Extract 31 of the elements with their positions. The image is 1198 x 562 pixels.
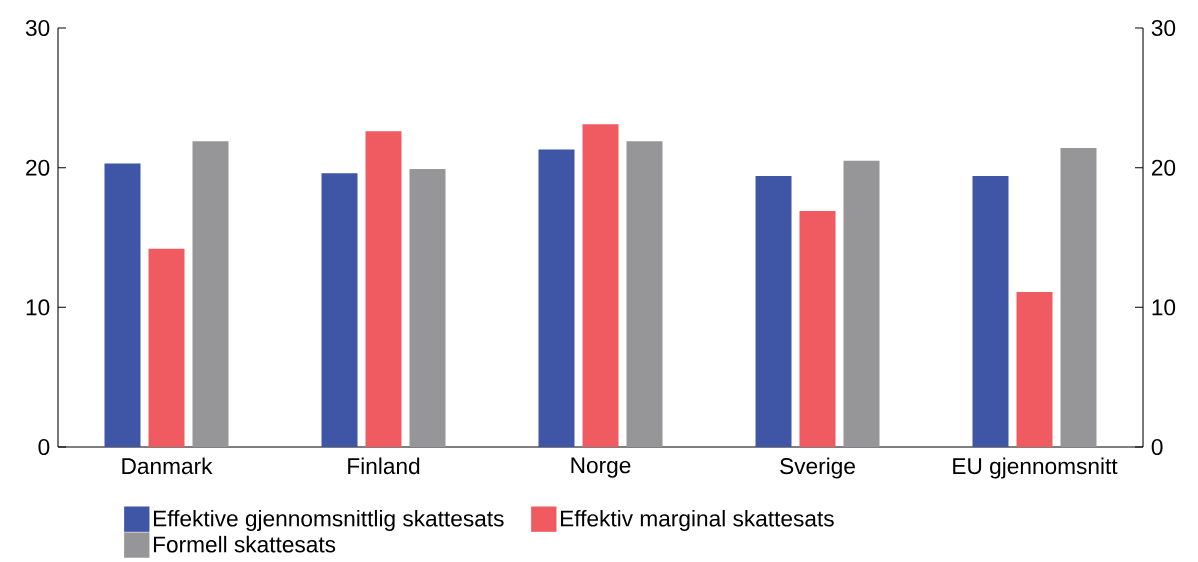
bar	[843, 160, 880, 447]
legend-label: Formell skattesats	[153, 535, 336, 553]
bar	[1016, 291, 1053, 447]
x-tick-label: Norge	[571, 457, 631, 478]
bar	[321, 173, 358, 447]
bar	[409, 169, 446, 447]
x-tick-label: Danmark	[122, 457, 213, 475]
bar	[799, 210, 836, 447]
y-tick-label: 0	[38, 438, 50, 456]
y-tick-label: 20	[26, 159, 50, 176]
bar	[104, 163, 141, 447]
bar	[192, 141, 229, 447]
bar	[538, 149, 575, 447]
bar	[365, 131, 402, 447]
bar	[582, 124, 619, 447]
y2-tick-label: 30	[1151, 19, 1176, 37]
x-tick-label: Finland	[348, 457, 420, 475]
bar	[972, 176, 1009, 447]
y2-tick-label: 0	[1151, 438, 1163, 456]
y2-tick-label: 10	[1152, 299, 1176, 316]
bar	[626, 141, 663, 447]
bar	[755, 176, 792, 447]
x-tick-label: EU gjennomsnitt	[953, 457, 1118, 479]
y-tick-label: 10	[26, 299, 50, 316]
legend-label: Effektive gjennomsnittlig skattesats	[153, 509, 504, 532]
x-tick-label: Sverige	[780, 457, 855, 479]
y2-tick-label: 20	[1151, 159, 1176, 176]
bar	[148, 248, 185, 447]
y-tick-label: 30	[25, 19, 50, 37]
legend-label: Effektiv marginal skattesats	[561, 509, 834, 532]
bar	[1060, 148, 1097, 447]
